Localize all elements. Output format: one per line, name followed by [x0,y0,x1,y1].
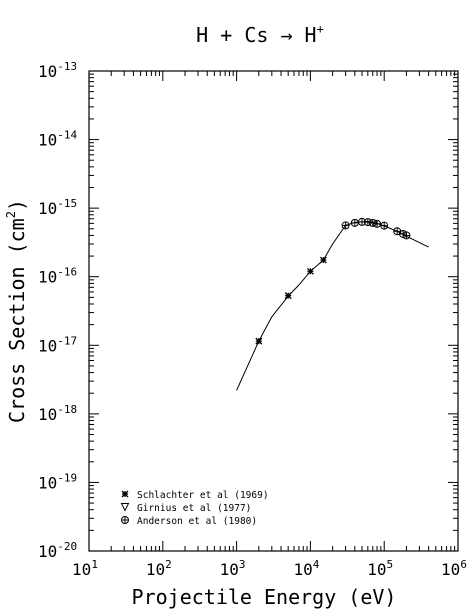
legend-marker [120,503,130,512]
x-tick-label-exponent: 6 [460,558,467,571]
legend-entry: Girnius et al (1977) [120,503,251,514]
y-tick-label-exponent: -20 [57,540,77,553]
y-tick-label: 10-14 [38,129,78,150]
y-tick-label-base: 10 [38,542,57,561]
x-tick-label-base: 10 [220,560,239,579]
y-tick-label-base: 10 [38,268,57,287]
plot-frame [88,70,459,552]
x-tick-labels: 101 102 103 104 105 106 [72,558,467,579]
data-point [380,221,389,230]
legend-label: Anderson et al (1980) [137,516,257,527]
chart-title-superscript: + [317,22,324,36]
x-tick-label-exponent: 2 [165,558,172,571]
x-tick-label-base: 10 [441,560,460,579]
x-tick-label-exponent: 3 [239,558,246,571]
legend-marker [121,516,129,524]
x-tick-label-base: 10 [72,560,91,579]
x-tick-label: 106 [441,558,467,579]
y-tick-label: 10-16 [38,266,77,287]
axis-ticks [89,71,458,551]
y-tick-label: 10-19 [38,471,77,492]
data-point [350,218,359,227]
y-tick-label: 10-15 [38,197,77,218]
data-point [368,218,377,227]
x-tick-label-exponent: 5 [387,558,394,571]
y-tick-label-base: 10 [38,199,57,218]
y-tick-label-exponent: -16 [57,266,77,279]
fit-curve [236,220,429,391]
data-point [373,219,382,228]
data-point [319,256,327,264]
y-axis-label-main: Cross Section (cm [5,218,29,423]
y-axis-label-tail: ) [5,199,29,211]
x-tick-label-base: 10 [293,560,312,579]
chart-title-main: H + Cs → H [196,23,316,47]
y-tick-label: 10-18 [38,403,77,424]
y-tick-label-base: 10 [38,405,57,424]
y-axis-label: Cross Section (cm2) [4,199,29,423]
y-tick-label-exponent: -19 [57,471,77,484]
y-tick-label: 10-13 [38,60,77,81]
x-tick-label-exponent: 4 [313,558,320,571]
y-tick-label-exponent: -15 [57,197,77,210]
y-tick-label-base: 10 [38,62,57,81]
x-tick-label: 104 [293,558,319,579]
legend: Schlachter et al (1969) Girnius et al (19… [120,490,269,527]
legend-marker [121,490,129,498]
x-tick-label: 102 [146,558,172,579]
data-point [306,267,314,275]
y-tick-label-base: 10 [38,336,57,355]
y-axis-label-superscript: 2 [4,211,18,218]
y-tick-label-exponent: -18 [57,403,77,416]
legend-label: Girnius et al (1977) [137,503,251,514]
x-tick-label-exponent: 1 [91,558,98,571]
x-tick-label-base: 10 [146,560,165,579]
chart-title: H + Cs → H+ [196,22,324,47]
x-tick-label: 105 [367,558,393,579]
data-markers [255,217,411,345]
data-point [363,218,372,227]
legend-entry: Anderson et al (1980) [121,516,257,527]
legend-label: Schlachter et al (1969) [137,490,269,501]
y-tick-label-exponent: -14 [57,129,77,142]
marker-shape [120,503,130,512]
x-tick-label-base: 10 [367,560,386,579]
data-point [341,221,350,230]
data-point [255,337,263,345]
x-axis-label: Projectile Energy (eV) [132,585,397,609]
fit-curve-group [236,220,429,391]
data-point [284,292,292,300]
y-tick-label-base: 10 [38,473,57,492]
y-tick-label-exponent: -13 [57,60,77,73]
y-tick-label-exponent: -17 [57,334,77,347]
x-tick-label: 103 [220,558,246,579]
y-tick-label-base: 10 [38,131,57,150]
y-tick-label: 10-20 [38,540,77,561]
legend-entry: Schlachter et al (1969) [121,490,269,501]
data-point [402,231,411,240]
x-tick-label: 101 [72,558,98,579]
y-tick-label: 10-17 [38,334,77,355]
